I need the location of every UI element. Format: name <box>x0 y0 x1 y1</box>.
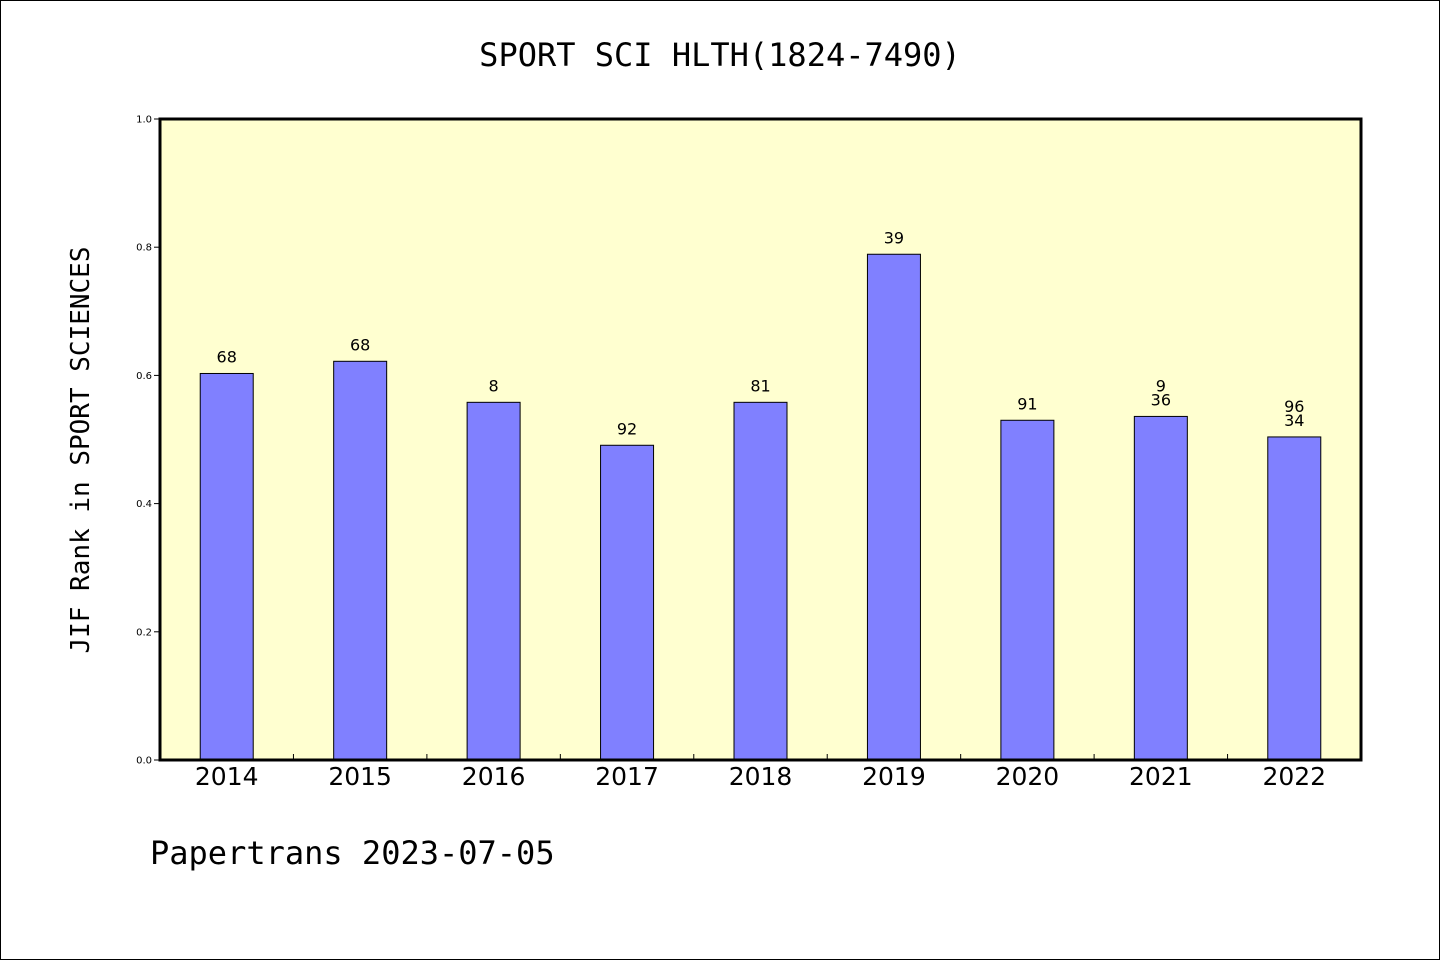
y-tick-label: 0.4 <box>136 499 152 510</box>
bar-2015 <box>333 360 388 761</box>
x-axis-ticks: 2014 2015 2016 2017 2018 2019 2020 2021 2022 <box>195 754 1326 791</box>
y-axis-ticks: 0.0 0.2 0.4 0.6 0.8 1.0 <box>136 115 160 767</box>
bar-2021 <box>1133 415 1188 761</box>
bar-data-label: 39 <box>884 228 904 247</box>
bar-data-label: 96 <box>1284 397 1304 416</box>
bar-2020 <box>1000 419 1055 761</box>
x-tick-label: 2018 <box>729 762 793 791</box>
bar-2016 <box>466 401 521 761</box>
x-tick-label: 2017 <box>595 762 659 791</box>
x-tick-label: 2022 <box>1262 762 1326 791</box>
chart-title: SPORT SCI HLTH(1824-7490) <box>479 36 961 74</box>
y-tick-label: 1.0 <box>136 115 152 126</box>
bar-data-label: 36 <box>1151 390 1171 409</box>
bar-data-label: 92 <box>617 419 637 438</box>
bar-data-label: 81 <box>750 376 770 395</box>
bar-data-label: 34 <box>1284 411 1304 430</box>
bar-2022 <box>1267 436 1322 761</box>
bar-2018 <box>733 401 788 761</box>
bar-data-label: 68 <box>217 347 237 366</box>
x-tick-label: 2019 <box>862 762 926 791</box>
bar-2017 <box>600 444 655 761</box>
plot-border <box>158 117 1363 762</box>
bar-data-label: 9 <box>1156 376 1166 395</box>
y-tick-label: 0.2 <box>136 627 152 638</box>
x-tick-label: 2020 <box>996 762 1060 791</box>
bars <box>199 253 1322 761</box>
x-tick-label: 2021 <box>1129 762 1193 791</box>
bar-data-label: 8 <box>489 376 499 395</box>
y-tick-label: 0.0 <box>136 756 152 767</box>
x-tick-label: 2016 <box>462 762 526 791</box>
bar-2014 <box>199 372 254 761</box>
bar-data-label: 68 <box>350 335 370 354</box>
y-tick-label: 0.8 <box>136 243 152 254</box>
y-tick-label: 0.6 <box>136 371 152 382</box>
footer-text: Papertrans 2023-07-05 <box>150 834 555 872</box>
x-tick-label: 2014 <box>195 762 259 791</box>
y-axis-label: JIF Rank in SPORT SCIENCES <box>66 247 96 654</box>
x-tick-label: 2015 <box>328 762 392 791</box>
bar-2019 <box>866 253 921 761</box>
bar-data-label: 91 <box>1017 394 1037 413</box>
